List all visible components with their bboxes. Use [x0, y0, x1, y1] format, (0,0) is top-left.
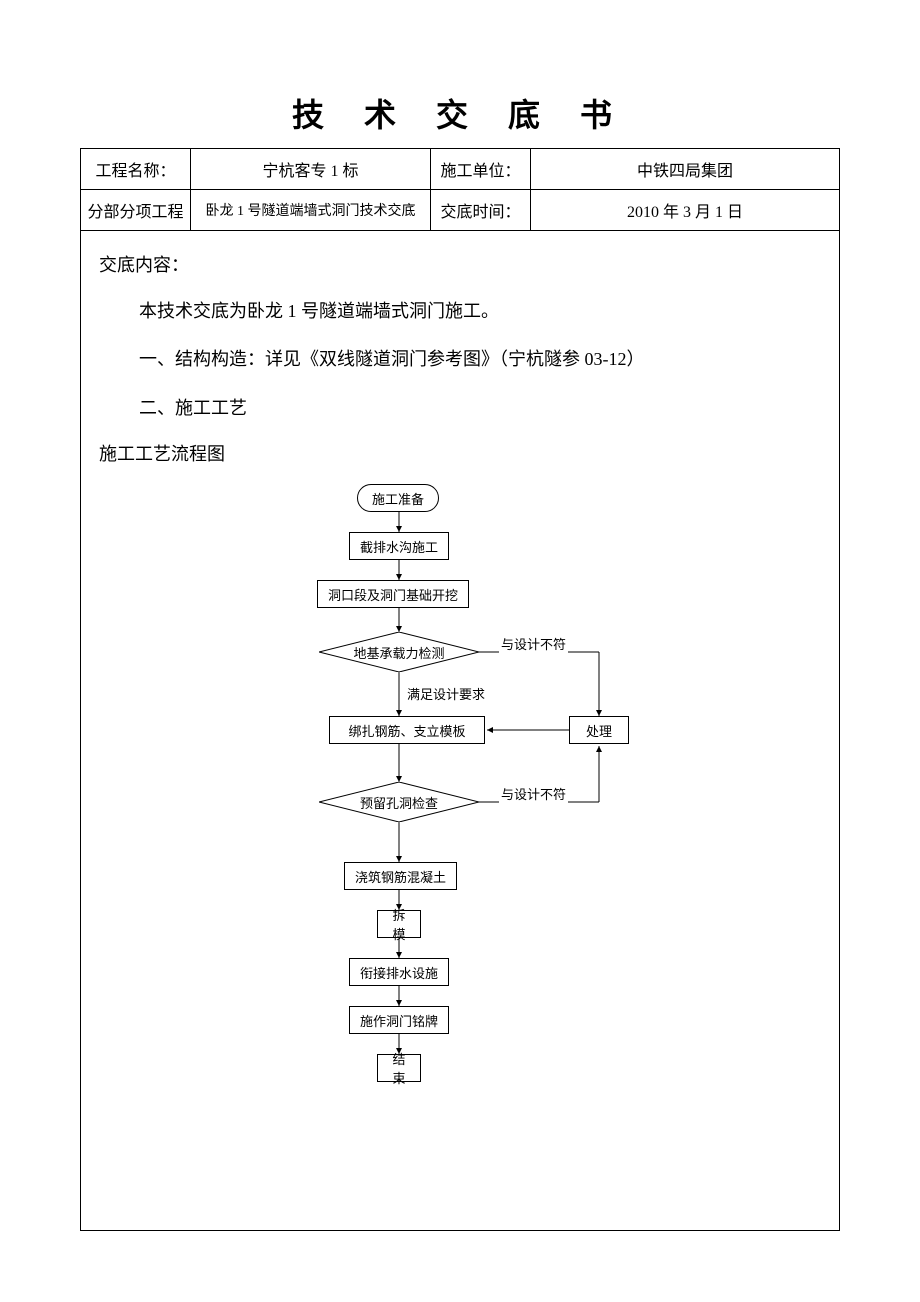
- node-pour: 浇筑钢筋混凝土: [344, 862, 457, 890]
- label-unit: 施工单位：: [431, 149, 531, 190]
- node-hole-label: 预留孔洞检查: [360, 793, 438, 812]
- meta-table: 工程名称： 宁杭客专 1 标 施工单位： 中铁四局集团 分部分项工程 卧龙 1 …: [80, 148, 840, 231]
- paragraph-1: 本技术交底为卧龙 1 号隧道端墙式洞门施工。: [139, 295, 821, 327]
- label-subitem: 分部分项工程: [81, 190, 191, 231]
- node-rebar: 绑扎钢筋、支立模板: [329, 716, 485, 744]
- node-end: 结束: [377, 1054, 421, 1082]
- value-time: 2010 年 3 月 1 日: [531, 190, 840, 231]
- node-handle: 处理: [569, 716, 629, 744]
- flowchart: 施工准备 截排水沟施工 洞口段及洞门基础开挖 地基承载力检测 满足设计要求 绑扎…: [99, 484, 821, 1184]
- node-plaque: 施作洞门铭牌: [349, 1006, 449, 1034]
- value-unit: 中铁四局集团: [531, 149, 840, 190]
- value-subitem: 卧龙 1 号隧道端墙式洞门技术交底: [191, 190, 431, 231]
- paragraph-2: 一、结构构造：详见《双线隧道洞门参考图》（宁杭隧参 03-12）: [139, 343, 821, 375]
- edge-label-neq2: 与设计不符: [499, 784, 568, 803]
- edge-label-meet: 满足设计要求: [405, 684, 487, 703]
- node-connect: 衔接排水设施: [349, 958, 449, 986]
- label-project-name: 工程名称：: [81, 149, 191, 190]
- node-drain: 截排水沟施工: [349, 532, 449, 560]
- value-project-name: 宁杭客专 1 标: [191, 149, 431, 190]
- node-start: 施工准备: [357, 484, 439, 512]
- content-label: 交底内容：: [99, 251, 821, 277]
- content-box: 交底内容： 本技术交底为卧龙 1 号隧道端墙式洞门施工。 一、结构构造：详见《双…: [80, 231, 840, 1231]
- page-title: 技 术 交 底 书: [80, 90, 840, 136]
- edge-label-neq1: 与设计不符: [499, 634, 568, 653]
- node-bearing-label: 地基承载力检测: [353, 643, 444, 662]
- node-hole: 预留孔洞检查: [319, 782, 479, 822]
- node-strip: 拆模: [377, 910, 421, 938]
- paragraph-3: 二、施工工艺: [139, 392, 821, 424]
- node-bearing: 地基承载力检测: [319, 632, 479, 672]
- label-time: 交底时间：: [431, 190, 531, 231]
- node-excavate: 洞口段及洞门基础开挖: [317, 580, 469, 608]
- flow-label: 施工工艺流程图: [99, 440, 821, 466]
